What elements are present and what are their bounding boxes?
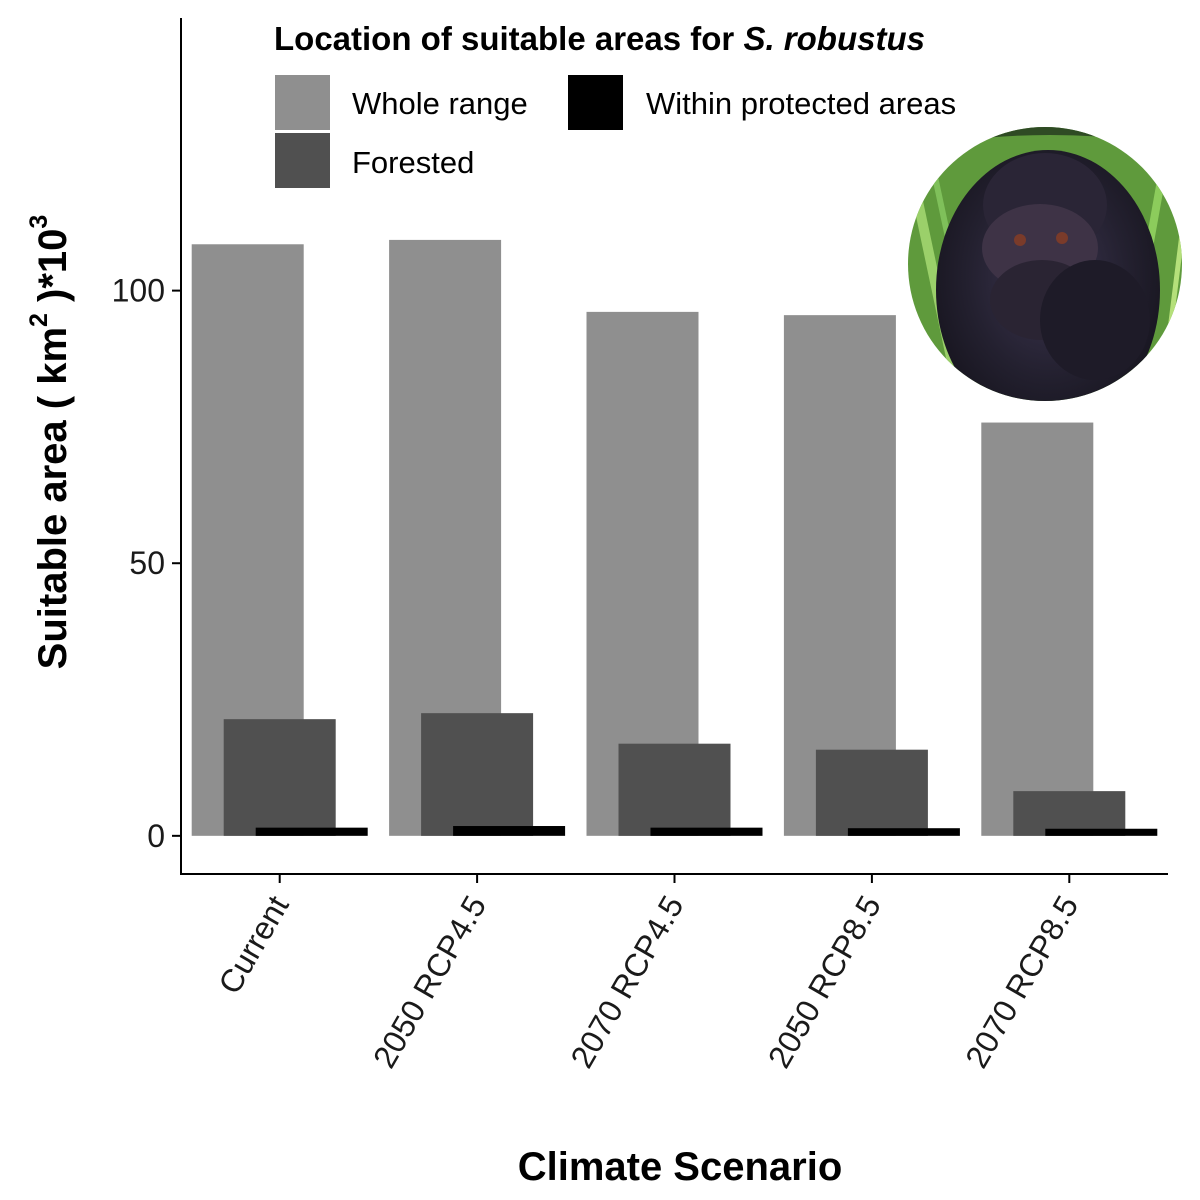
- monkey-photo: [908, 127, 1182, 401]
- y-axis-title: Suitable area ( km2 )*103: [25, 215, 75, 670]
- bar-whole-range-2050-rcp8-5: [783, 315, 896, 836]
- legend-label-whole-range: Whole range: [352, 86, 528, 121]
- legend-swatch-forested: [275, 133, 330, 188]
- x-tick-label: 2070 RCP4.5: [563, 890, 690, 1074]
- bar-forested-2050-rcp4-5: [421, 713, 534, 836]
- legend-label-protected: Within protected areas: [646, 86, 956, 121]
- x-tick-label: Current: [211, 889, 296, 1000]
- bar-forested-2070-rcp4-5: [618, 743, 731, 836]
- y-tick-label: 0: [147, 818, 165, 854]
- bar-whole-range-2070-rcp8-5: [981, 422, 1094, 836]
- bar-forested-current: [223, 719, 336, 836]
- legend: Location of suitable areas for S. robust…: [274, 20, 956, 188]
- bar-within-protected-areas-2070-rcp4-5: [650, 827, 763, 836]
- legend-title: Location of suitable areas for S. robust…: [274, 20, 925, 57]
- bar-within-protected-areas-2070-rcp8-5: [1045, 828, 1158, 836]
- y-ticks: 0 50 100: [112, 273, 181, 854]
- x-ticks: Current 2050 RCP4.5 2070 RCP4.5 2050 RCP8.5…: [211, 874, 1085, 1074]
- legend-label-forested: Forested: [352, 145, 474, 180]
- bar-within-protected-areas-current: [255, 827, 368, 836]
- x-tick-label: 2070 RCP8.5: [958, 890, 1085, 1074]
- y-tick-label: 100: [112, 273, 165, 309]
- x-tick-label: 2050 RCP4.5: [366, 890, 493, 1074]
- bar-forested-2070-rcp8-5: [1013, 791, 1126, 836]
- bar-within-protected-areas-2050-rcp8-5: [847, 828, 960, 836]
- bar-forested-2050-rcp8-5: [815, 749, 928, 836]
- bar-within-protected-areas-2050-rcp4-5: [453, 826, 566, 836]
- x-axis-title: Climate Scenario: [518, 1145, 843, 1189]
- y-tick-label: 50: [129, 545, 165, 581]
- bars: [191, 239, 1158, 836]
- x-tick-label: 2050 RCP8.5: [761, 890, 888, 1074]
- legend-swatch-whole-range: [275, 75, 330, 130]
- legend-swatch-protected: [568, 75, 623, 130]
